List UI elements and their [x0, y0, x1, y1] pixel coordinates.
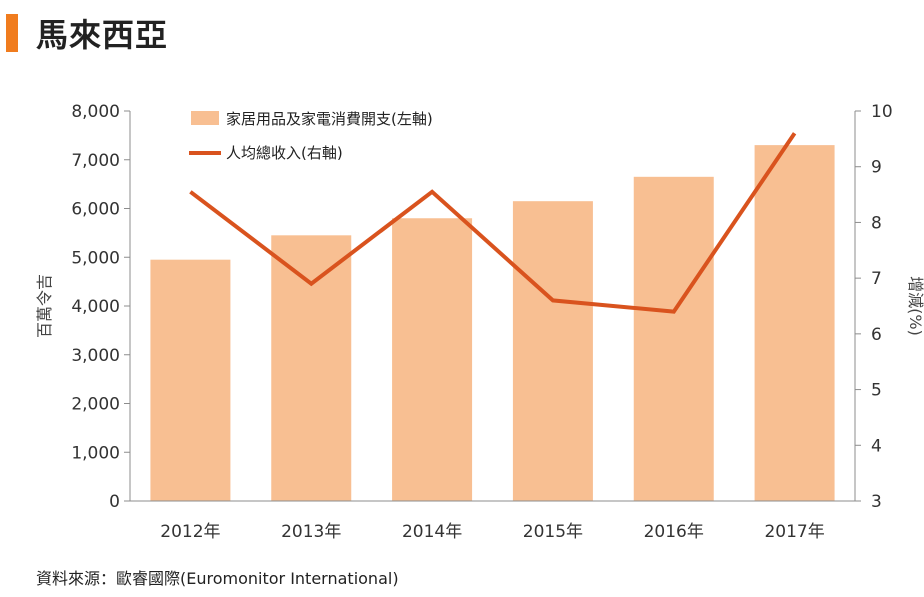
bar-2013年 [271, 235, 352, 501]
right-tick-label: 4 [871, 436, 882, 456]
right-tick-label: 8 [871, 213, 882, 233]
title-accent-bar [6, 14, 18, 52]
legend-label-bar: 家居用品及家電消費開支(左軸) [226, 110, 433, 128]
left-tick-label: 0 [109, 492, 120, 512]
x-tick-label: 2017年 [764, 522, 824, 542]
source-note: 資料來源：歐睿國際(Euromonitor International) [36, 569, 399, 588]
left-tick-label: 3,000 [71, 346, 120, 366]
y-axis-title-left: 百萬令吉 [35, 274, 54, 338]
right-tick-label: 9 [871, 158, 882, 178]
right-tick-label: 6 [871, 325, 882, 345]
legend-swatch-bar [191, 111, 219, 125]
page-title: 馬來西亞 [36, 16, 169, 54]
x-tick-label: 2015年 [523, 522, 583, 542]
left-tick-label: 6,000 [71, 200, 120, 220]
x-tick-label: 2013年 [281, 522, 341, 542]
x-tick-label: 2014年 [402, 522, 462, 542]
left-tick-label: 5,000 [71, 248, 120, 268]
left-tick-label: 2,000 [71, 395, 120, 415]
left-tick-label: 8,000 [71, 102, 120, 122]
right-tick-label: 3 [871, 492, 882, 512]
legend-label-line: 人均總收入(右軸) [226, 144, 343, 162]
line-layer [189, 132, 797, 314]
left-tick-label: 7,000 [71, 151, 120, 171]
line-series-income [189, 132, 797, 314]
left-tick-label: 4,000 [71, 297, 120, 317]
axes-layer: 0 1,000 2,000 3,000 4,000 5,000 6,000 7,000 8,00… [35, 102, 924, 542]
right-tick-label: 5 [871, 381, 882, 401]
left-tick-label: 1,000 [71, 443, 120, 463]
bar-2017年 [754, 145, 835, 501]
x-tick-label: 2012年 [160, 522, 220, 542]
right-tick-label: 10 [871, 102, 893, 122]
bar-2015年 [512, 201, 593, 501]
y-axis-title-right: 增減(%) [906, 276, 924, 336]
bar-2014年 [392, 218, 473, 501]
bar-2012年 [150, 259, 231, 501]
legend: 家居用品及家電消費開支(左軸) 人均總收入(右軸) [189, 110, 433, 162]
bars-layer [150, 145, 835, 501]
x-tick-label: 2016年 [644, 522, 704, 542]
bar-2016年 [633, 176, 714, 501]
right-tick-label: 7 [871, 269, 882, 289]
